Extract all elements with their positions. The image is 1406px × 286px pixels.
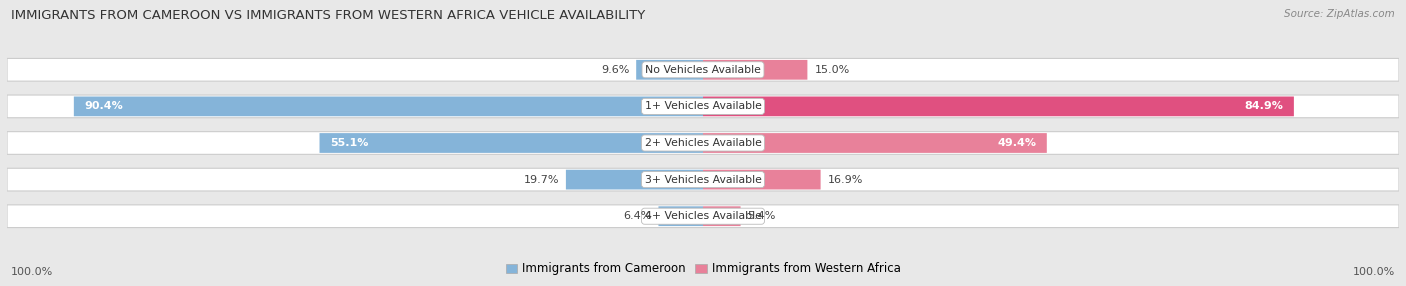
Legend: Immigrants from Cameroon, Immigrants from Western Africa: Immigrants from Cameroon, Immigrants fro… [501,258,905,280]
Text: 100.0%: 100.0% [1353,267,1395,277]
FancyBboxPatch shape [7,168,1399,191]
FancyBboxPatch shape [703,206,741,226]
FancyBboxPatch shape [7,132,1399,154]
Text: 49.4%: 49.4% [997,138,1036,148]
Text: IMMIGRANTS FROM CAMEROON VS IMMIGRANTS FROM WESTERN AFRICA VEHICLE AVAILABILITY: IMMIGRANTS FROM CAMEROON VS IMMIGRANTS F… [11,9,645,21]
FancyBboxPatch shape [7,205,1399,228]
FancyBboxPatch shape [7,58,1399,81]
Text: 6.4%: 6.4% [623,211,651,221]
Text: No Vehicles Available: No Vehicles Available [645,65,761,75]
Text: 15.0%: 15.0% [814,65,849,75]
Text: Source: ZipAtlas.com: Source: ZipAtlas.com [1284,9,1395,19]
FancyBboxPatch shape [703,96,1294,116]
FancyBboxPatch shape [703,60,807,80]
Text: 16.9%: 16.9% [828,175,863,184]
Text: 84.9%: 84.9% [1244,102,1284,111]
FancyBboxPatch shape [703,170,821,190]
Text: 1+ Vehicles Available: 1+ Vehicles Available [644,102,762,111]
Text: 90.4%: 90.4% [84,102,124,111]
FancyBboxPatch shape [703,133,1047,153]
Text: 2+ Vehicles Available: 2+ Vehicles Available [644,138,762,148]
FancyBboxPatch shape [565,170,703,190]
Text: 19.7%: 19.7% [523,175,560,184]
Text: 100.0%: 100.0% [11,267,53,277]
Text: 4+ Vehicles Available: 4+ Vehicles Available [644,211,762,221]
Text: 5.4%: 5.4% [748,211,776,221]
FancyBboxPatch shape [7,95,1399,118]
FancyBboxPatch shape [636,60,703,80]
FancyBboxPatch shape [319,133,703,153]
FancyBboxPatch shape [658,206,703,226]
Text: 9.6%: 9.6% [600,65,630,75]
FancyBboxPatch shape [75,96,703,116]
Text: 55.1%: 55.1% [330,138,368,148]
Text: 3+ Vehicles Available: 3+ Vehicles Available [644,175,762,184]
